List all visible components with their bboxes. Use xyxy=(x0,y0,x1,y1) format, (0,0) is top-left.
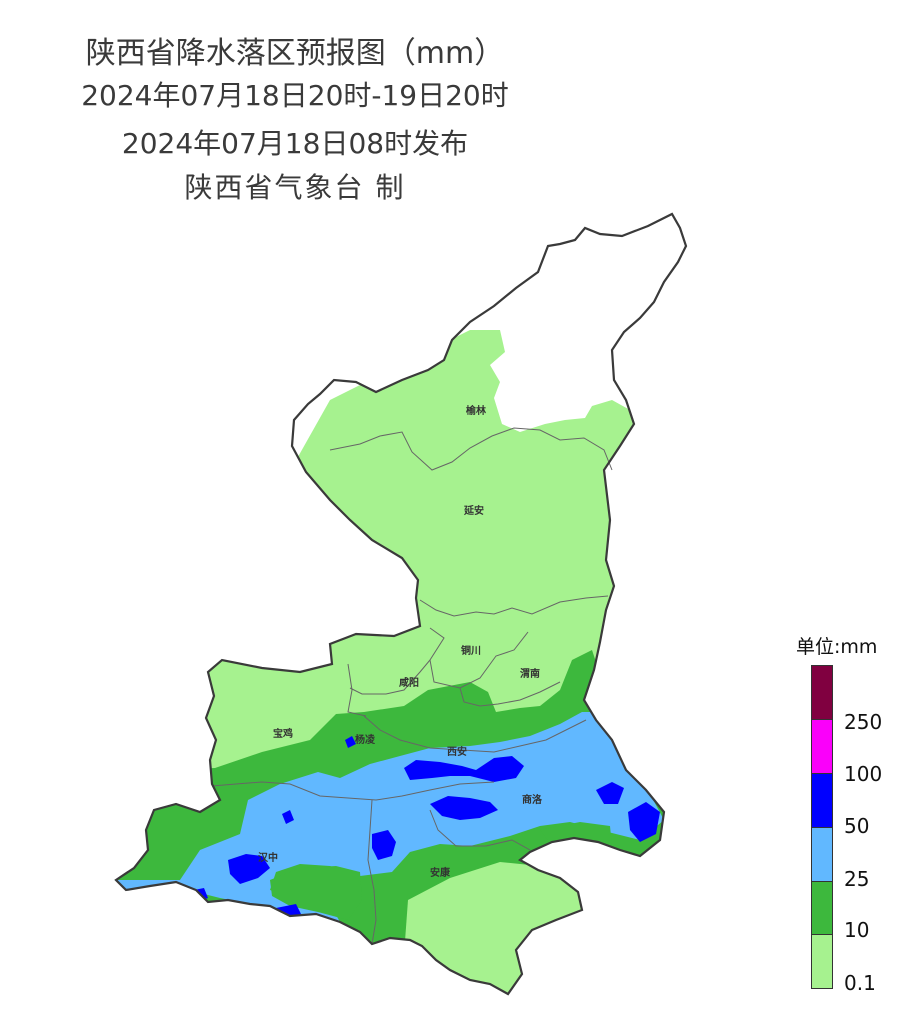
legend-tick-50: 50 xyxy=(844,814,870,838)
producer-label: 陕西省气象台 制 xyxy=(184,171,406,204)
province-boundary xyxy=(114,212,688,996)
legend-tick-100: 100 xyxy=(844,762,883,786)
issue-time: 2024年07月18日08时发布 xyxy=(121,127,469,160)
city-label-weinan: 渭南 xyxy=(520,667,540,680)
legend-swatch-5 xyxy=(811,665,833,720)
city-label-shangluo: 商洛 xyxy=(522,793,543,806)
city-label-xian: 西安 xyxy=(447,745,467,758)
legend-swatch-0 xyxy=(811,934,833,989)
map-title: 陕西省降水落区预报图（mm） xyxy=(85,36,505,71)
legend-unit: 单位:mm xyxy=(796,636,878,658)
city-label-hanzhong: 汉中 xyxy=(258,851,278,864)
rain-50-100 xyxy=(194,736,660,922)
legend-swatch-1 xyxy=(811,881,833,935)
city-label-yangling: 杨凌 xyxy=(355,733,376,746)
city-labels: 榆林 延安 铜川 咸阳 渭南 宝鸡 杨凌 西安 商洛 汉中 安康 xyxy=(258,404,543,879)
city-label-yanan: 延安 xyxy=(463,504,484,517)
legend-swatch-2 xyxy=(811,827,833,882)
legend-tick-10: 10 xyxy=(844,918,870,942)
city-label-yulin: 榆林 xyxy=(466,404,487,417)
rain-areas xyxy=(116,330,686,994)
legend-swatch-4 xyxy=(811,719,833,774)
forecast-period: 2024年07月18日20时-19日20时 xyxy=(81,79,509,112)
legend-tick-250: 250 xyxy=(844,710,883,734)
legend-tick-0.1: 0.1 xyxy=(844,971,876,995)
city-label-baoji: 宝鸡 xyxy=(273,727,293,740)
city-label-xianyang: 咸阳 xyxy=(399,676,419,689)
legend-swatch-3 xyxy=(811,773,833,828)
city-label-ankang: 安康 xyxy=(430,866,451,879)
legend-tick-25: 25 xyxy=(844,867,870,891)
city-label-tongchuan: 铜川 xyxy=(461,644,481,657)
city-boundaries xyxy=(211,427,613,945)
